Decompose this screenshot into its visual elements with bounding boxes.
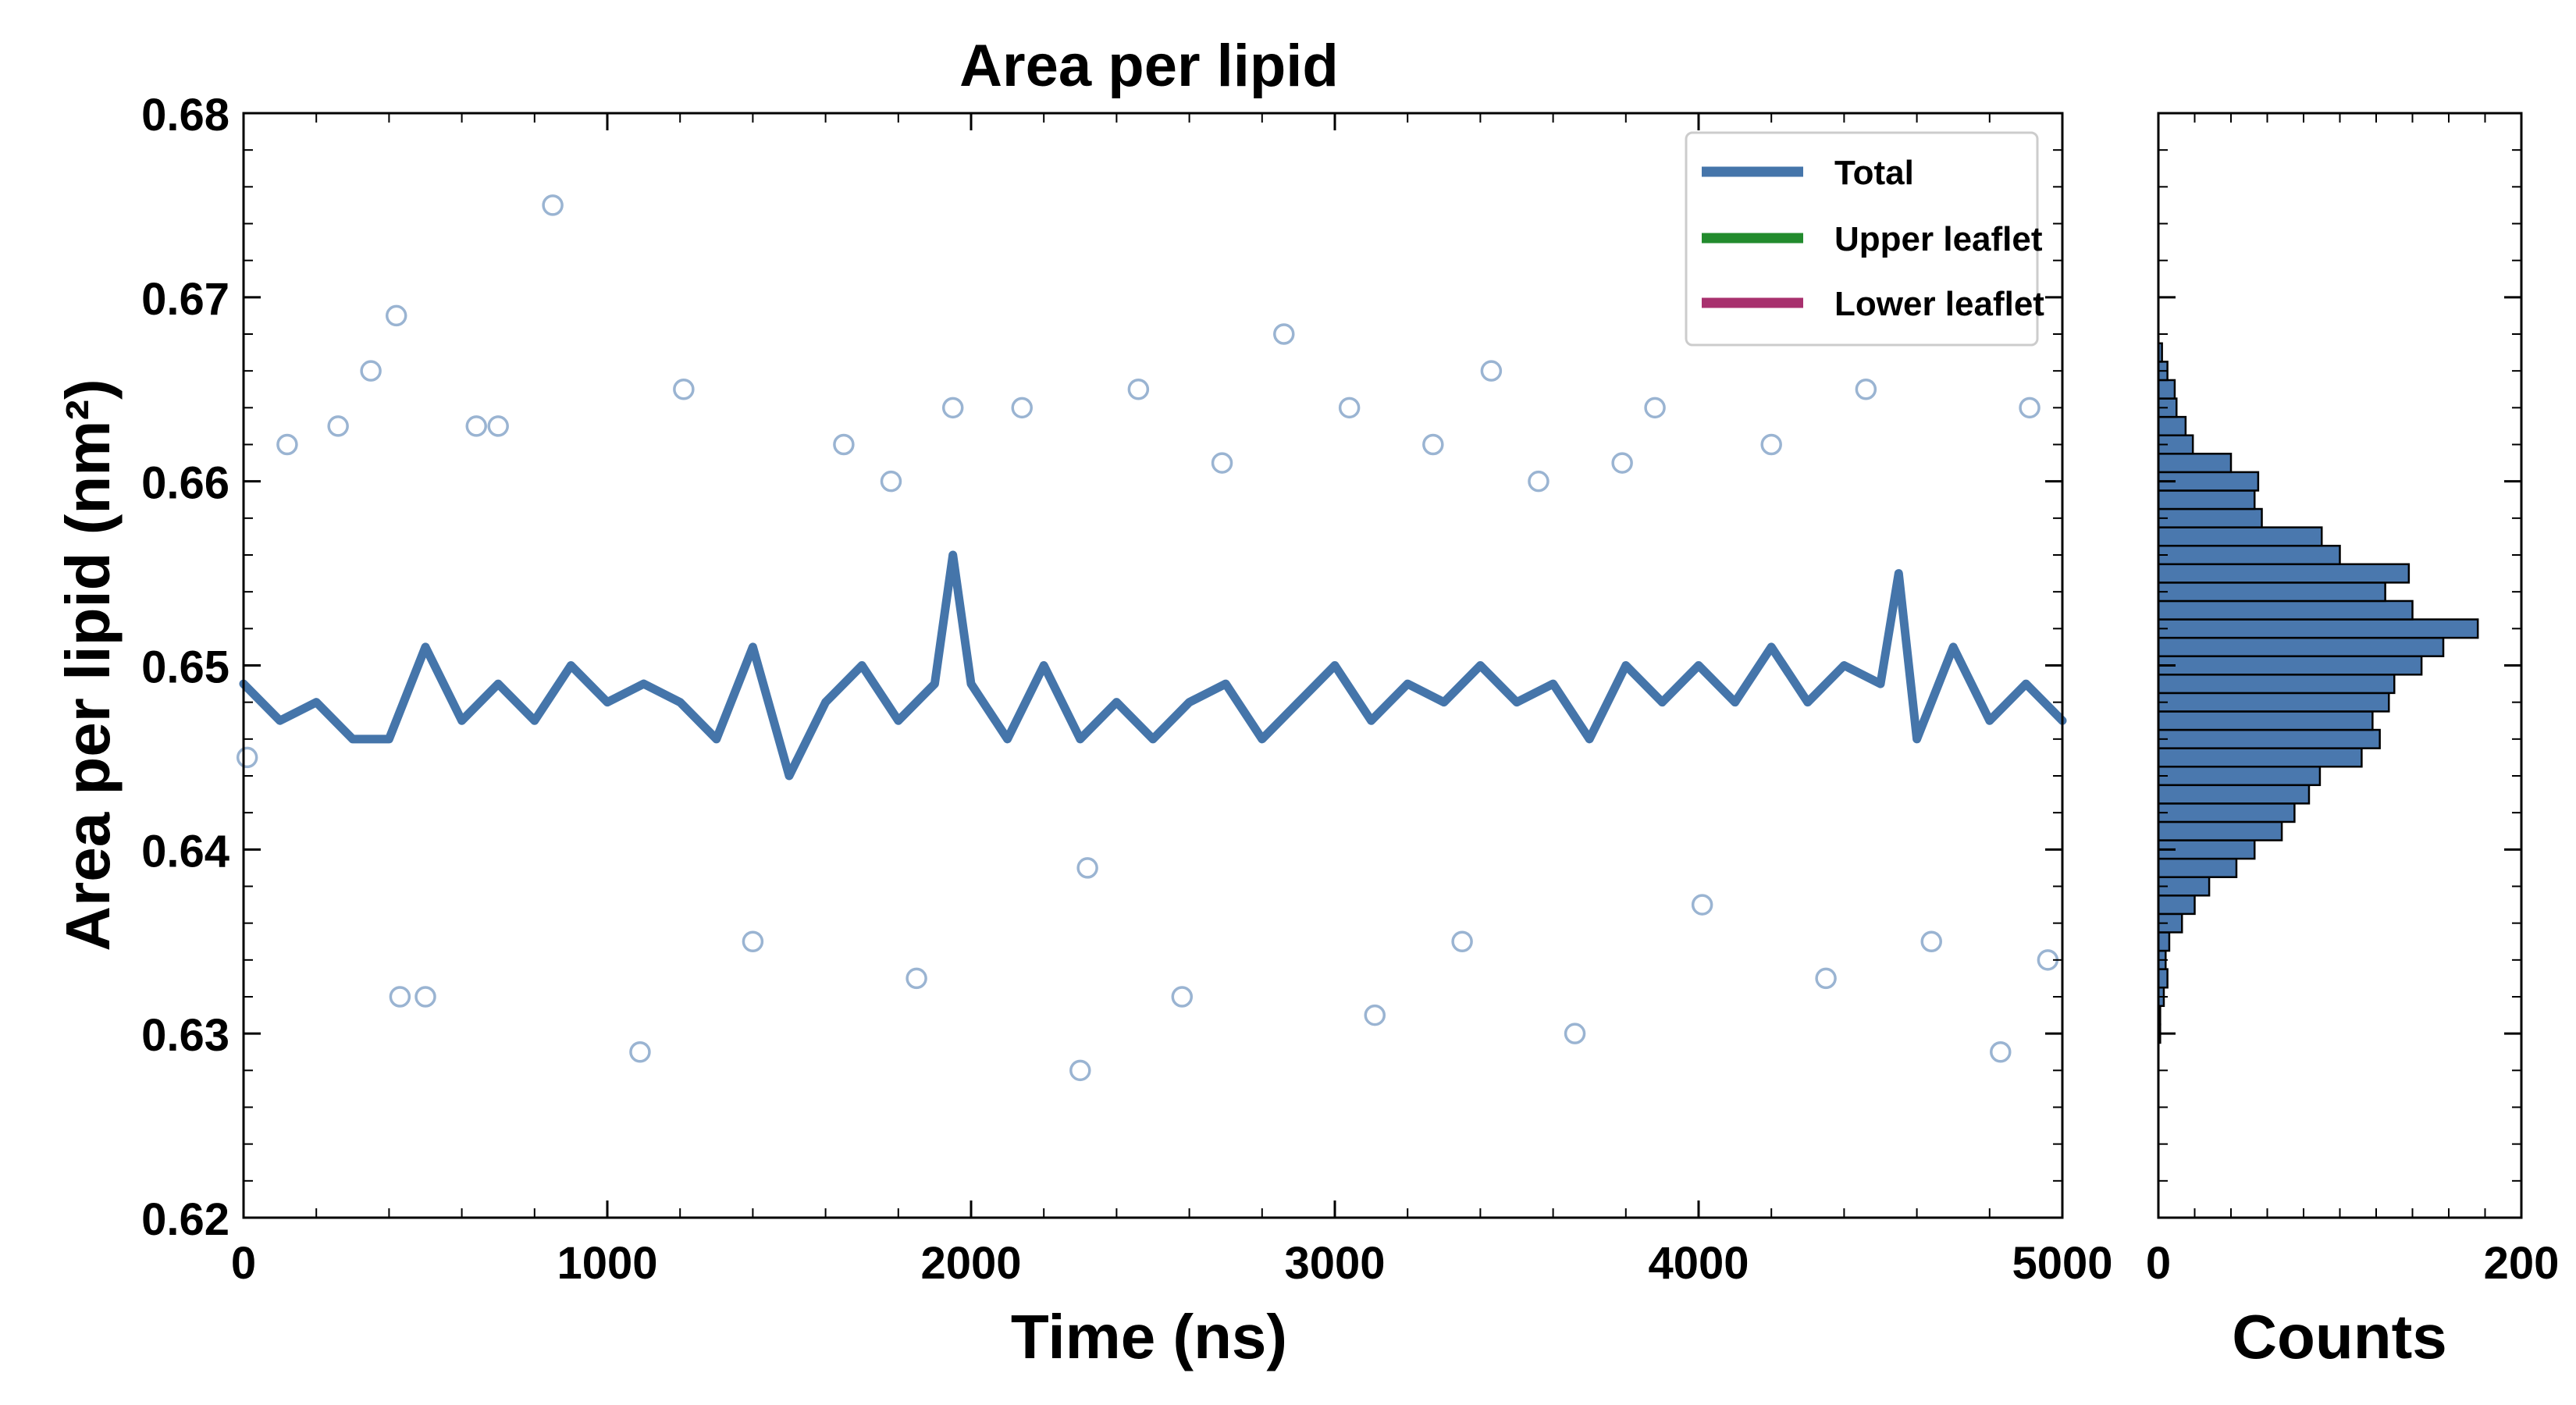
legend-label-upper-leaflet: Upper leaflet [1834, 220, 2043, 258]
histogram-bar [2157, 544, 2341, 566]
histogram-bar [2157, 526, 2323, 547]
histogram-bar [2157, 820, 2283, 841]
legend: Total Upper leaflet Lower leaflet [1685, 131, 2044, 347]
scatter-point [833, 433, 855, 456]
histogram-bar [2157, 710, 2374, 731]
total-line [239, 550, 2067, 781]
y-tick-label: 0.68 [141, 90, 229, 140]
scatter-point [1691, 894, 1713, 916]
y-tick-label: 0.63 [141, 1010, 229, 1061]
scatter-point [487, 415, 509, 437]
histogram-axis-ticks: 0 200 [2146, 112, 2560, 1289]
x-tick-label: 2000 [920, 1238, 1021, 1289]
scatter-point [2019, 397, 2041, 419]
histogram-bar [2157, 415, 2187, 436]
y-axis-label: Area per lipid (nm²) [53, 379, 123, 951]
x-tick-label: 5000 [2012, 1238, 2112, 1289]
scatter-point [1528, 470, 1550, 493]
hist-x-tick-label: 200 [2484, 1238, 2560, 1289]
histogram-bar [2157, 747, 2363, 768]
scatter-point [389, 986, 411, 1008]
chart-title: Area per lipid [959, 33, 1339, 99]
scatter-point [465, 415, 487, 437]
scatter-point [1127, 379, 1150, 400]
histogram-bar [2157, 489, 2256, 510]
histogram-bar [2157, 655, 2423, 676]
scatter-point [276, 433, 298, 456]
histogram-bar [2157, 453, 2233, 474]
histogram-bar [2157, 507, 2263, 528]
scatter-point [236, 746, 258, 769]
histogram-bar [2157, 857, 2238, 878]
scatter-point [1171, 986, 1194, 1008]
scatter-point [1920, 930, 1942, 952]
scatter-point [1451, 930, 1473, 952]
scatter-point [542, 194, 564, 216]
scatter-point [1855, 379, 1877, 400]
x-tick-label: 3000 [1284, 1238, 1385, 1289]
y-tick-label: 0.65 [141, 642, 229, 693]
scatter-point [415, 986, 436, 1008]
legend-box [1685, 131, 2039, 347]
y-tick-label: 0.67 [141, 274, 229, 325]
histogram-x-axis-label: Counts [2232, 1302, 2447, 1371]
main-axis-ticks: 0 1000 2000 3000 4000 5000 0.62 0.63 0.64 0.65 0.6… [141, 90, 2112, 1289]
scatter-point [1564, 1023, 1586, 1044]
histogram-bars [2157, 342, 2479, 1044]
x-tick-label: 4000 [1648, 1238, 1749, 1289]
histogram-bar [2157, 599, 2414, 621]
histogram-bar [2157, 636, 2445, 657]
scatter-point [1611, 452, 1633, 474]
histogram-bar [2157, 802, 2296, 823]
histogram-bar [2157, 692, 2390, 713]
histogram-bar [2157, 563, 2411, 584]
scatter-point [1815, 967, 1837, 990]
scatter-point [742, 930, 764, 952]
scatter-point [327, 415, 349, 437]
hist-x-tick-label: 0 [2146, 1238, 2171, 1289]
scatter-point [360, 360, 382, 382]
y-tick-label: 0.66 [141, 458, 229, 509]
scatter-point [1076, 857, 1098, 879]
scatter-point [629, 1041, 651, 1063]
scatter-point [1211, 452, 1233, 474]
scatter-point [880, 470, 902, 493]
histogram-bar [2157, 784, 2311, 805]
scatter-point [673, 379, 695, 400]
histogram-bar [2157, 895, 2196, 916]
total-line-series [239, 550, 2067, 781]
histogram-bar [2157, 618, 2479, 639]
scatter-series [236, 194, 2059, 1082]
scatter-point [1273, 323, 1295, 345]
histogram-bar [2157, 379, 2176, 400]
scatter-point [1990, 1041, 2012, 1063]
y-tick-label: 0.64 [141, 826, 229, 877]
x-tick-label: 0 [231, 1238, 256, 1289]
histogram-bar [2157, 968, 2169, 989]
x-axis-label: Time (ns) [1011, 1302, 1287, 1371]
histogram-bar [2157, 728, 2381, 749]
scatter-point [941, 397, 964, 419]
legend-label-lower-leaflet: Lower leaflet [1834, 285, 2044, 323]
scatter-point [1011, 397, 1033, 419]
y-tick-label: 0.62 [141, 1194, 229, 1245]
x-tick-label: 1000 [557, 1238, 657, 1289]
scatter-point [1069, 1059, 1091, 1082]
histogram-bar [2157, 765, 2322, 787]
scatter-point [1364, 1004, 1386, 1026]
scatter-point [1644, 397, 1666, 419]
scatter-point [1760, 433, 1782, 456]
scatter-point [1480, 360, 1503, 382]
scatter-point [1338, 397, 1361, 419]
histogram-bar [2157, 931, 2171, 952]
scatter-point [1422, 433, 1444, 456]
histogram-bar [2157, 674, 2396, 695]
scatter-point [385, 304, 407, 327]
histogram-bar [2157, 582, 2386, 603]
legend-label-total: Total [1834, 154, 1914, 192]
scatter-point [906, 967, 927, 990]
